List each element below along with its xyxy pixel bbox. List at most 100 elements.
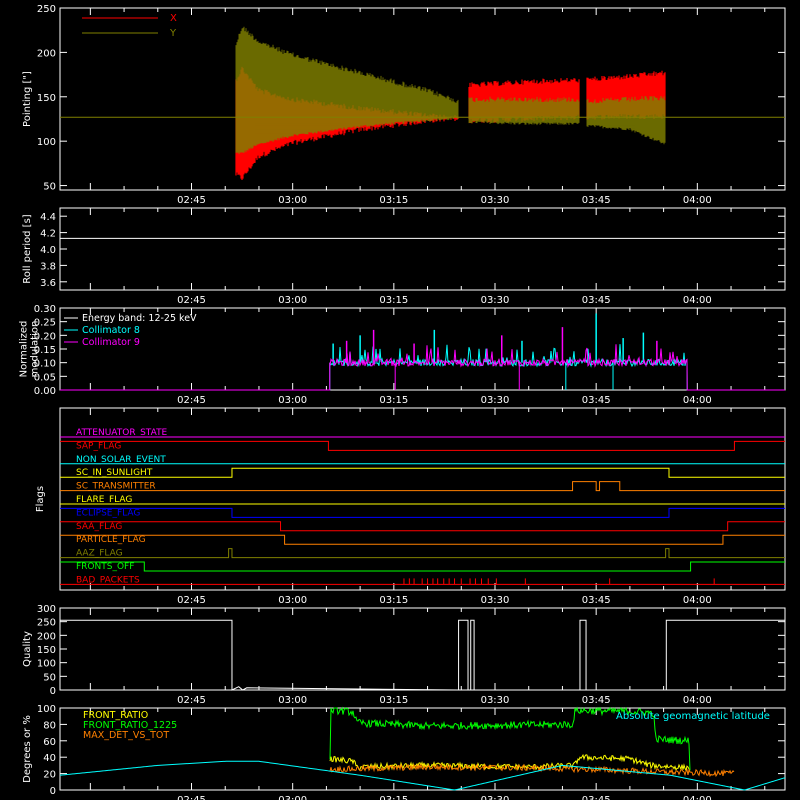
- pointing-panel: 02:45 03:00 03:15 03:30 03:45 04:00 50 100 150 20…: [22, 4, 786, 206]
- ratios-xtick-label: 03:15: [379, 795, 408, 800]
- quality-ytick-label: 200: [37, 631, 56, 642]
- pointing-ytick-label: 100: [37, 137, 56, 148]
- flag-label: ECLIPSE_FLAG: [76, 508, 140, 518]
- pointing-xtick-label: 03:00: [278, 195, 307, 206]
- flag-label: AAZ_FLAG: [76, 549, 123, 559]
- flag-label: NON_SOLAR_EVENT: [76, 455, 166, 465]
- pointing-series-y-segment: [235, 26, 459, 155]
- pointing-series-y-segment: [468, 96, 580, 126]
- roll-xtick-label: 03:45: [582, 295, 611, 306]
- flag-trace: [60, 481, 785, 492]
- ratios-xtick-label: 04:00: [683, 795, 712, 800]
- roll-xtick-label: 02:45: [177, 295, 206, 306]
- flag-label: SC_IN_SUNLIGHT: [76, 468, 153, 478]
- modulation-xtick-label: 03:30: [481, 395, 510, 406]
- ratios-legend-label: MAX_DET_VS_TOT: [83, 730, 169, 741]
- ratios-xtick-label: 03:45: [582, 795, 611, 800]
- flag-label: ATTENUATOR_STATE: [76, 428, 168, 438]
- modulation-ylabel: Normalized: [19, 321, 30, 378]
- flag-trace: [60, 507, 785, 518]
- ratios-ytick-label: 80: [43, 720, 56, 731]
- pointing-xtick-label: 03:30: [481, 195, 510, 206]
- pointing-ytick-label: 50: [43, 182, 56, 193]
- modulation-legend-label: Energy band: 12-25 keV: [82, 313, 197, 324]
- ratios-panel: 02:45 03:00 03:15 03:30 03:45 04:00 0 20 40 60 80 1…: [22, 704, 786, 800]
- ratios-ytick-label: 40: [43, 753, 56, 764]
- flags-xtick-label: 03:00: [278, 595, 307, 606]
- modulation-series-collimator-8: [60, 344, 785, 391]
- pointing-xtick-label: 04:00: [683, 195, 712, 206]
- roll-xtick-label: 03:15: [379, 295, 408, 306]
- modulation-ytick-label: 0.05: [34, 372, 56, 383]
- modulation-ytick-label: 0.20: [34, 331, 56, 342]
- ratios-ylabel: Degrees or %: [22, 715, 33, 783]
- ratios-legend-label: FRONT_RATIO: [83, 710, 148, 721]
- flags-xtick-label: 02:45: [177, 595, 206, 606]
- flags-xtick-label: 03:30: [481, 595, 510, 606]
- flag-label: SC_TRANSMITTER: [76, 482, 156, 492]
- flag-label: FLARE_FLAG: [76, 495, 132, 505]
- modulation-ytick-label: 0.10: [34, 359, 56, 370]
- ratios-ytick-label: 100: [37, 704, 56, 715]
- flags-ylabel: Flags: [35, 486, 46, 512]
- ratios-series-front-ratio-1225: [329, 706, 691, 771]
- ratios-ytick-label: 0: [50, 786, 56, 797]
- quality-xtick-label: 03:30: [481, 695, 510, 706]
- flag-label: BAD_PACKETS: [76, 575, 140, 585]
- ratios-series-max-det-vs-tot: [329, 762, 735, 778]
- modulation-ytick-label: 0.25: [34, 318, 56, 329]
- roll-xtick-label: 03:30: [481, 295, 510, 306]
- modulation-panel: 02:45 03:00 03:15 03:30 03:45 04:00 0.00 0.05 0.…: [19, 304, 786, 406]
- pointing-ytick-label: 250: [37, 4, 56, 15]
- pointing-series-y-segment: [586, 95, 666, 145]
- pointing-ytick-label: 150: [37, 93, 56, 104]
- roll-xtick-label: 04:00: [683, 295, 712, 306]
- flags-xtick-label: 03:45: [582, 595, 611, 606]
- modulation-ytick-label: 0.30: [34, 304, 56, 315]
- modulation-ytick-label: 0.15: [34, 345, 56, 356]
- roll-ytick-label: 4.0: [40, 245, 56, 256]
- roll-ytick-label: 4.2: [40, 229, 56, 240]
- pointing-series-x-segment: [586, 70, 666, 120]
- roll-ytick-label: 4.4: [40, 212, 56, 223]
- roll-ytick-label: 3.8: [40, 261, 56, 272]
- pointing-xtick-label: 02:45: [177, 195, 206, 206]
- quality-panel: 02:45 03:00 03:15 03:30 03:45 04:00 0 50 100 150 2…: [22, 604, 786, 706]
- quality-xtick-label: 03:45: [582, 695, 611, 706]
- modulation-xtick-label: 03:45: [582, 395, 611, 406]
- ratios-frame: [59, 707, 786, 791]
- quality-xtick-label: 03:15: [379, 695, 408, 706]
- modulation-series-collimator-9: [60, 344, 785, 391]
- roll-ytick-label: 3.6: [40, 278, 56, 289]
- roll-xtick-label: 03:00: [278, 295, 307, 306]
- quality-ylabel: Quality: [22, 631, 33, 667]
- roll-ylabel: Roll period [s]: [22, 214, 33, 283]
- modulation-xtick-label: 03:00: [278, 395, 307, 406]
- modulation-xtick-label: 03:15: [379, 395, 408, 406]
- flag-label: PARTICLE_FLAG: [76, 535, 146, 545]
- quality-line: [60, 619, 785, 691]
- flags-xtick-label: 04:00: [683, 595, 712, 606]
- pointing-xtick-label: 03:45: [582, 195, 611, 206]
- quality-ytick-label: 150: [37, 645, 56, 656]
- flag-trace: [60, 521, 785, 532]
- pointing-ylabel: Pointing ["]: [22, 71, 33, 127]
- ratios-xtick-label: 02:45: [177, 795, 206, 800]
- ratios-annotation: Absolute geomagnetic latitude: [616, 711, 770, 722]
- quality-ytick-label: 0: [50, 686, 56, 697]
- quality-ytick-label: 100: [37, 659, 56, 670]
- modulation-xtick-label: 04:00: [683, 395, 712, 406]
- flags-frame: [59, 407, 786, 591]
- ratios-ytick-label: 60: [43, 737, 56, 748]
- quality-xtick-label: 04:00: [683, 695, 712, 706]
- flags-panel: 02:45 03:00 03:15 03:30 03:45 04:00 Flags ATTEN…: [35, 407, 786, 606]
- quality-ytick-label: 50: [43, 672, 56, 683]
- modulation-xtick-label: 02:45: [177, 395, 206, 406]
- flags-xtick-label: 03:15: [379, 595, 408, 606]
- flag-label: FRONTS_OFF: [76, 562, 134, 572]
- pointing-legend-y-label: Y: [169, 28, 177, 39]
- quality-xtick-label: 02:45: [177, 695, 206, 706]
- ratios-series-front-ratio: [329, 753, 691, 772]
